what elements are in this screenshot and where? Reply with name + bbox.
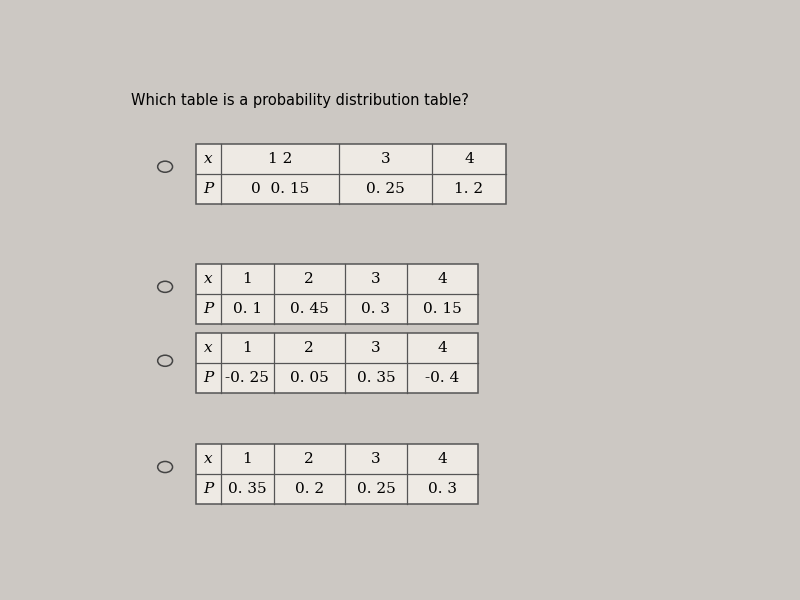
Text: 2: 2 [304, 341, 314, 355]
Text: 4: 4 [438, 272, 447, 286]
Text: 1: 1 [242, 341, 252, 355]
Text: 2: 2 [304, 272, 314, 286]
Text: 3: 3 [371, 452, 381, 466]
Text: 1 2: 1 2 [268, 152, 292, 166]
Bar [196, 143, 506, 203]
Text: 0. 2: 0. 2 [294, 482, 324, 496]
Text: 1: 1 [242, 452, 252, 466]
Bar [196, 333, 478, 393]
Bar [196, 264, 478, 324]
Text: P: P [203, 371, 214, 385]
Text: 3: 3 [371, 341, 381, 355]
Text: P: P [203, 302, 214, 316]
Text: 0. 05: 0. 05 [290, 371, 329, 385]
Text: 0. 35: 0. 35 [357, 371, 395, 385]
Text: 0. 3: 0. 3 [362, 302, 390, 316]
Text: 3: 3 [380, 152, 390, 166]
Text: 0. 45: 0. 45 [290, 302, 329, 316]
Text: x: x [204, 272, 213, 286]
Text: 2: 2 [304, 452, 314, 466]
Text: 0. 15: 0. 15 [423, 302, 462, 316]
Text: 0. 35: 0. 35 [228, 482, 266, 496]
Text: 1: 1 [242, 272, 252, 286]
Text: 0. 1: 0. 1 [233, 302, 262, 316]
Text: 3: 3 [371, 272, 381, 286]
Text: 4: 4 [438, 341, 447, 355]
Text: 4: 4 [438, 452, 447, 466]
Text: -0. 4: -0. 4 [426, 371, 460, 385]
Text: 0. 3: 0. 3 [428, 482, 457, 496]
Text: P: P [203, 182, 214, 196]
Text: x: x [204, 452, 213, 466]
Text: 0. 25: 0. 25 [357, 482, 395, 496]
Text: x: x [204, 341, 213, 355]
Bar [196, 444, 478, 504]
Text: P: P [203, 482, 214, 496]
Text: x: x [204, 152, 213, 166]
Text: 0. 25: 0. 25 [366, 182, 405, 196]
Text: 1. 2: 1. 2 [454, 182, 483, 196]
Text: 0  0. 15: 0 0. 15 [250, 182, 309, 196]
Text: -0. 25: -0. 25 [226, 371, 269, 385]
Text: 4: 4 [464, 152, 474, 166]
Text: Which table is a probability distribution table?: Which table is a probability distributio… [131, 93, 469, 108]
